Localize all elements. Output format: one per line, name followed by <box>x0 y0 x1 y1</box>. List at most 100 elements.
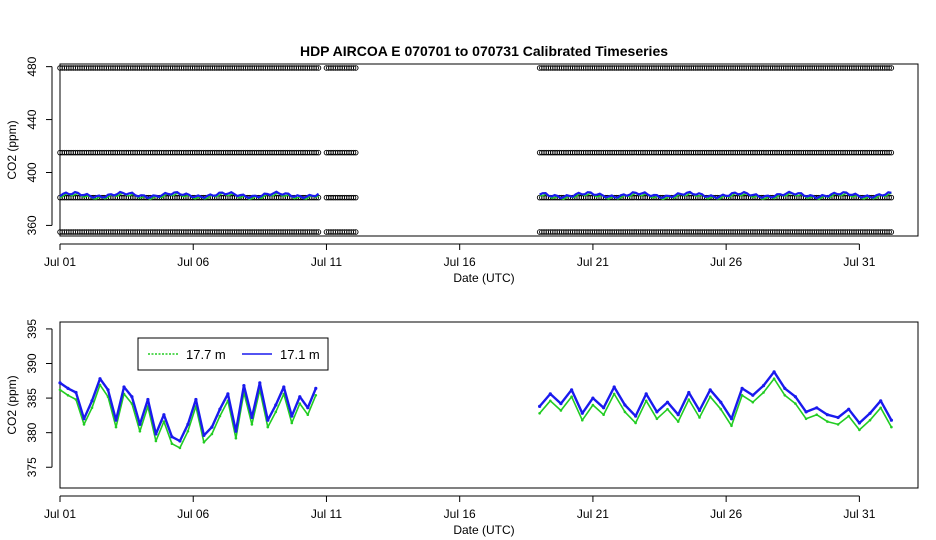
top-y-tick-label: 360 <box>25 215 39 235</box>
data-point-17-1-m <box>266 418 270 422</box>
data-point-17-1-m <box>687 390 691 395</box>
data-point-17-1-m <box>98 377 102 381</box>
data-point-17-7-m <box>794 402 797 405</box>
standard-marker <box>315 149 322 156</box>
data-point-17-1-m <box>857 421 862 425</box>
standard-marker <box>350 194 357 201</box>
data-point-17-1-m <box>580 411 584 415</box>
data-point-17-1-m <box>90 399 94 403</box>
data-point-17-7-m <box>250 423 254 426</box>
bottom-x-tick-label: Jul 21 <box>577 507 609 521</box>
data-point-17-1-m <box>634 414 638 418</box>
bottom-y-tick-label: 395 <box>25 319 39 339</box>
bottom-y-tick-label: 390 <box>25 353 39 373</box>
data-point-17-7-m <box>581 418 584 422</box>
data-point-17-1-m <box>719 400 723 404</box>
data-point-17-7-m <box>202 441 206 444</box>
data-point-17-1-m <box>665 400 670 404</box>
top-x-axis-label: Date (UTC) <box>453 271 514 285</box>
data-point-17-7-m <box>634 421 637 425</box>
bottom-marks <box>58 370 894 450</box>
data-point-17-7-m <box>687 398 691 401</box>
series-line-17-7-m <box>59 384 317 449</box>
data-point-17-1-m <box>559 402 563 406</box>
data-point-17-7-m <box>290 421 294 425</box>
data-point-17-1-m <box>74 390 78 395</box>
data-point-17-7-m <box>138 430 142 433</box>
data-point-17-7-m <box>98 383 102 387</box>
data-point-17-1-m <box>889 418 894 422</box>
top-y-axis-label: CO2 (ppm) <box>5 120 19 179</box>
standard-marker <box>353 194 359 201</box>
legend: 17.7 m 17.1 m <box>137 337 329 371</box>
bottom-x-tick-label: Jul 01 <box>44 507 76 521</box>
data-point-17-1-m <box>538 404 542 408</box>
data-point-17-7-m <box>666 407 669 411</box>
data-point-17-1-m <box>847 407 851 411</box>
bottom-y-axis-label: CO2 (ppm) <box>5 375 19 434</box>
data-point-17-1-m <box>130 395 134 399</box>
data-point-17-7-m <box>708 395 712 399</box>
data-point-17-1-m <box>783 386 787 390</box>
standard-marker <box>313 65 320 71</box>
data-point-17-1-m <box>836 415 840 420</box>
data-point-17-7-m <box>751 400 755 404</box>
bottom-y-axis: 375 380 385 390 395 <box>25 319 53 477</box>
data-point-17-7-m <box>66 394 70 397</box>
data-point-17-7-m <box>826 420 829 423</box>
data-point-17-1-m <box>804 410 808 414</box>
data-point-17-7-m <box>218 414 222 418</box>
standard-marker <box>350 149 357 156</box>
standard-marker <box>353 65 359 71</box>
data-point-17-7-m <box>570 395 573 399</box>
data-point-17-7-m <box>538 412 541 415</box>
data-point-17-7-m <box>82 423 86 426</box>
data-point-17-1-m <box>274 403 278 407</box>
top-x-tick-label: Jul 21 <box>577 255 609 269</box>
bottom-x-tick-label: Jul 16 <box>444 507 476 521</box>
bottom-y-tick-label: 380 <box>25 422 39 442</box>
data-point-17-7-m <box>698 416 701 419</box>
data-point-17-1-m <box>655 410 659 414</box>
data-point-17-1-m <box>729 417 734 421</box>
data-point-17-1-m <box>602 406 606 410</box>
top-x-tick-label: Jul 16 <box>444 255 476 269</box>
data-point-17-1-m <box>751 393 755 397</box>
data-point-17-7-m <box>154 439 158 443</box>
top-x-tick-label: Jul 11 <box>311 255 342 269</box>
data-point-17-7-m <box>740 394 744 397</box>
data-point-17-7-m <box>612 392 616 396</box>
data-point-17-7-m <box>170 442 174 446</box>
standard-marker <box>888 65 895 71</box>
data-point-17-1-m <box>306 406 310 410</box>
data-point-17-7-m <box>836 423 840 426</box>
top-marks <box>57 65 895 235</box>
top-y-axis: 360 400 440 480 <box>25 56 53 235</box>
top-y-tick-label: 400 <box>25 162 39 182</box>
data-point-17-1-m <box>138 422 142 426</box>
standard-marker <box>353 229 359 235</box>
data-point-17-1-m <box>676 413 680 417</box>
data-point-17-1-m <box>186 422 190 426</box>
data-point-17-7-m <box>186 430 190 433</box>
data-point-17-1-m <box>178 439 182 443</box>
standard-marker <box>315 65 322 71</box>
data-point-17-1-m <box>218 407 222 411</box>
data-point-17-1-m <box>82 417 86 421</box>
data-point-17-7-m <box>298 402 302 405</box>
data-point-17-7-m <box>879 406 882 410</box>
data-point-17-1-m <box>58 381 62 385</box>
data-point-17-1-m <box>146 397 150 402</box>
data-point-17-7-m <box>890 425 893 429</box>
data-point-17-1-m <box>708 388 712 392</box>
data-point-17-7-m <box>655 417 659 421</box>
data-point-17-7-m <box>210 432 214 436</box>
data-point-17-7-m <box>602 413 605 417</box>
bottom-x-tick-label: Jul 31 <box>843 507 875 521</box>
bottom-plot-frame <box>59 321 919 489</box>
top-x-axis: Jul 01 Jul 06 Jul 11 Jul 16 Jul 21 Jul 26 Jul … <box>44 243 876 269</box>
data-point-17-7-m <box>730 424 733 428</box>
data-point-17-1-m <box>162 413 166 417</box>
data-point-17-7-m <box>676 420 680 423</box>
data-point-17-1-m <box>298 395 302 399</box>
